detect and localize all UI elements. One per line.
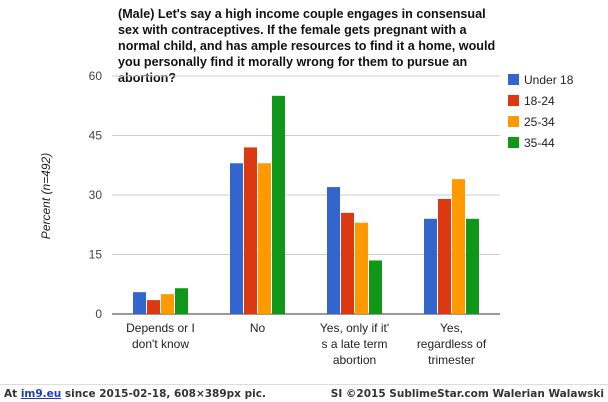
legend-swatch — [508, 95, 519, 106]
footer-left: At im9.eu since 2015-02-18, 608×389px pi… — [4, 388, 266, 400]
bar — [438, 198, 451, 314]
bars — [133, 95, 479, 314]
footer-bar: At im9.eu since 2015-02-18, 608×389px pi… — [0, 384, 608, 402]
legend-label: 35-44 — [524, 136, 555, 150]
y-tick-label: 15 — [89, 248, 103, 262]
bar — [133, 292, 146, 314]
bar — [230, 163, 243, 314]
bar — [424, 218, 437, 314]
y-tick-label: 45 — [89, 129, 103, 143]
y-axis-ticks: 0 15 30 45 60 — [89, 69, 103, 321]
legend-label: Under 18 — [524, 73, 574, 87]
y-tick-label: 0 — [95, 307, 102, 321]
bar — [175, 288, 188, 314]
x-category-label: Yes, regardless of trimester — [417, 321, 487, 367]
chart-title: (Male) Let's say a high income couple en… — [118, 7, 496, 85]
legend-swatch — [508, 116, 519, 127]
bar — [147, 300, 160, 314]
bar — [161, 294, 174, 314]
footer-prefix: At — [4, 388, 21, 400]
legend-swatch — [508, 74, 519, 85]
bar — [272, 95, 285, 314]
footer-site-link[interactable]: im9.eu — [20, 388, 62, 400]
y-tick-label: 30 — [89, 188, 103, 202]
legend: Under 18 18-24 25-34 35-44 — [508, 73, 574, 150]
bar — [466, 218, 479, 314]
bar — [341, 212, 354, 314]
bar — [244, 147, 257, 314]
legend-label: 25-34 — [524, 115, 555, 129]
bar — [369, 260, 382, 314]
bar — [258, 163, 271, 314]
y-axis-label: Percent (n=492) — [39, 153, 53, 239]
legend-swatch — [508, 137, 519, 148]
y-tick-label: 60 — [89, 69, 103, 83]
bar — [452, 179, 465, 314]
legend-label: 18-24 — [524, 94, 555, 108]
x-category-label: No — [250, 321, 266, 335]
bar — [355, 222, 368, 314]
footer-suffix: since 2015-02-18, 608×389px pic. — [61, 388, 266, 400]
x-category-label: Yes, only if it' s a late term abortion — [320, 321, 389, 367]
bar — [327, 187, 340, 314]
footer-credit: SI ©2015 SublimeStar.com Walerian Walaws… — [330, 388, 604, 400]
